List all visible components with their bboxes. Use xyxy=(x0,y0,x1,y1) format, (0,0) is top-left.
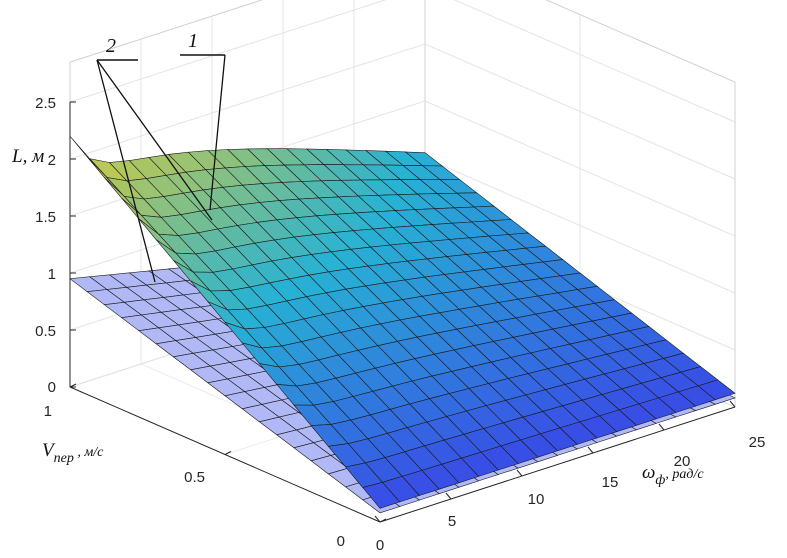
y-tick xyxy=(69,383,77,388)
tick-marks xyxy=(69,101,736,523)
surfaces xyxy=(69,136,736,514)
x-tick xyxy=(658,423,665,431)
x-axis-label: ωф, рад/с xyxy=(642,462,704,488)
x-tick-label: 25 xyxy=(749,434,766,451)
z-tick-label: 0.5 xyxy=(35,323,56,340)
x-tick xyxy=(587,446,594,454)
z-tick-label: 2.5 xyxy=(35,95,56,112)
y-tick xyxy=(224,451,232,455)
y-tick-label: 0.5 xyxy=(184,469,205,486)
y-axis-label-unit: , м/с xyxy=(74,445,104,460)
x-tick-label: 5 xyxy=(448,513,456,530)
callout-2-leader-b xyxy=(96,59,213,221)
y-tick-label: 1 xyxy=(44,403,52,420)
x-tick xyxy=(729,400,736,408)
x-axis-label-sub: ф xyxy=(655,473,665,488)
x-axis-line xyxy=(379,406,736,523)
z-axis-label: L, м xyxy=(11,146,44,167)
z-tick-label: 0 xyxy=(48,379,56,396)
grid-line xyxy=(69,43,736,180)
y-axis-label-main: V xyxy=(42,440,56,461)
callout-1: 1 xyxy=(180,30,226,211)
z-tick-label: 2 xyxy=(48,152,56,169)
y-axis-label: Vпер , м/с xyxy=(42,440,104,466)
y-axis-label-sub: пер xyxy=(54,451,74,466)
x-tick-label: 20 xyxy=(674,453,691,470)
x-axis-label-unit: , рад/с xyxy=(665,467,704,482)
z-tick-label: 1.5 xyxy=(35,209,56,226)
x-tick-label: 10 xyxy=(528,491,545,508)
grid-line xyxy=(69,0,736,123)
callout-2: 2 xyxy=(96,35,213,283)
x-tick xyxy=(516,469,523,477)
callout-2-label: 2 xyxy=(106,35,116,57)
callout-2-leader-a xyxy=(96,59,156,283)
y-tick-label: 0 xyxy=(337,533,345,550)
x-tick-label: 15 xyxy=(602,474,619,491)
x-tick xyxy=(445,492,452,500)
callout-1-leader xyxy=(209,54,226,211)
x-axis-label-main: ω xyxy=(642,462,655,483)
z-tick-label: 1 xyxy=(48,266,56,283)
x-tick xyxy=(374,515,381,523)
callout-1-label: 1 xyxy=(188,30,198,52)
surface-1-patch xyxy=(362,481,401,509)
x-tick-label: 0 xyxy=(376,537,384,554)
